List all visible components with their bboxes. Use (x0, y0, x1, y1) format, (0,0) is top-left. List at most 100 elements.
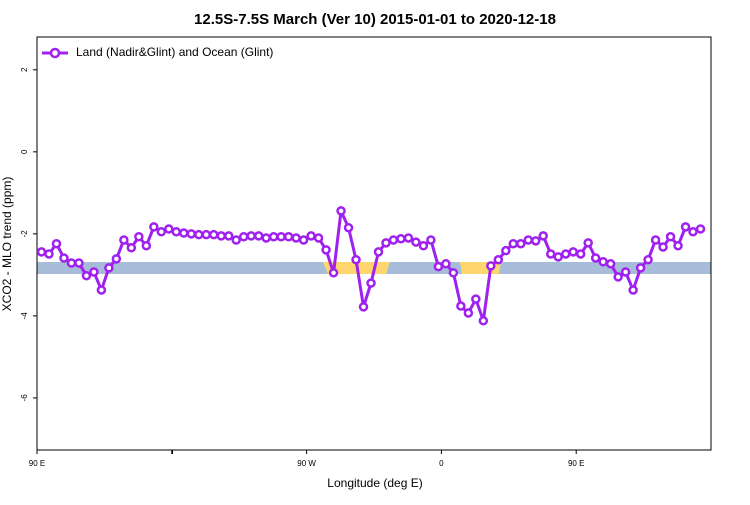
point (501, 245, 511, 256)
point (388, 235, 399, 245)
point (433, 261, 444, 272)
point (688, 227, 698, 237)
point (336, 206, 346, 216)
point (448, 268, 459, 278)
point (403, 233, 414, 243)
point (553, 252, 563, 262)
chart-title: 12.5S-7.5S March (Ver 10) 2015-01-01 to … (194, 11, 556, 28)
point (104, 263, 114, 273)
point (583, 238, 593, 248)
point (516, 238, 526, 249)
point (598, 257, 608, 267)
point (613, 272, 623, 282)
point (605, 259, 616, 269)
x-tick-label: 90 E (29, 459, 45, 468)
point (171, 227, 182, 237)
legend-marker (49, 47, 61, 59)
point (119, 235, 129, 245)
point (456, 301, 466, 311)
point (74, 258, 84, 268)
point (478, 316, 489, 326)
point (373, 247, 384, 257)
point (66, 258, 77, 268)
x-tick-label: 90 W (297, 459, 316, 468)
legend-label: Land (Nadir&Glint) and Ocean (Glint) (76, 45, 273, 59)
point (568, 247, 578, 257)
point (194, 229, 204, 240)
point (471, 294, 481, 304)
point (223, 231, 234, 241)
point (164, 224, 174, 234)
point (635, 263, 646, 273)
point (366, 278, 376, 288)
point (321, 245, 331, 255)
point (276, 231, 286, 242)
y-tick-label: 0 (20, 149, 29, 154)
point (426, 235, 436, 245)
point (575, 249, 586, 259)
point (238, 231, 249, 242)
point (643, 254, 653, 265)
point (673, 241, 683, 251)
point (111, 254, 122, 264)
x-tick-label: 90 E (568, 459, 584, 468)
x-tick-label: 0 (439, 459, 444, 468)
point (411, 237, 421, 247)
point (343, 222, 354, 233)
point (246, 231, 256, 241)
point (560, 249, 571, 259)
point (381, 238, 391, 248)
point (201, 229, 211, 240)
y-tick-label: -2 (20, 230, 29, 238)
point (36, 247, 47, 257)
point (208, 229, 219, 240)
point (531, 236, 541, 246)
point (186, 229, 197, 239)
point (680, 222, 691, 232)
point (44, 249, 54, 259)
point (418, 241, 429, 251)
point (590, 253, 601, 263)
point (620, 267, 631, 277)
point (179, 228, 189, 238)
y-tick-label: -4 (20, 312, 29, 320)
point (628, 285, 638, 295)
point (96, 285, 107, 295)
point (253, 231, 264, 241)
point (463, 308, 474, 318)
point (89, 267, 99, 277)
point (665, 231, 676, 242)
point (283, 231, 294, 242)
x-axis-label: Longitude (deg E) (327, 476, 422, 490)
point (141, 241, 152, 251)
point (298, 235, 309, 245)
point (358, 302, 369, 312)
point (149, 222, 159, 232)
point (306, 231, 316, 241)
point (81, 270, 92, 281)
y-tick-label: 2 (20, 67, 29, 72)
point (351, 254, 361, 265)
point (126, 243, 137, 253)
point (545, 249, 556, 259)
point (231, 235, 241, 245)
plot-frame (36, 36, 712, 451)
y-tick-label: -6 (20, 394, 29, 402)
point (59, 253, 69, 263)
point (216, 231, 226, 241)
point (650, 235, 661, 245)
point (268, 231, 279, 242)
point (658, 242, 668, 252)
point (441, 259, 451, 269)
point (695, 224, 706, 234)
point (313, 233, 324, 243)
y-axis-label: XCO2 - MLO trend (ppm) (0, 177, 14, 312)
point (493, 254, 504, 265)
point (396, 234, 406, 244)
point (156, 227, 167, 237)
point (51, 238, 62, 249)
point (291, 233, 301, 243)
point (486, 261, 496, 271)
point (328, 268, 339, 278)
